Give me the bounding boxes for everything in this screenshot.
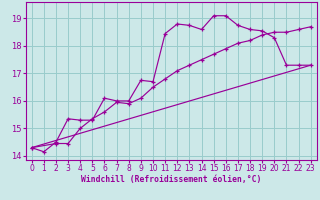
X-axis label: Windchill (Refroidissement éolien,°C): Windchill (Refroidissement éolien,°C)	[81, 175, 261, 184]
